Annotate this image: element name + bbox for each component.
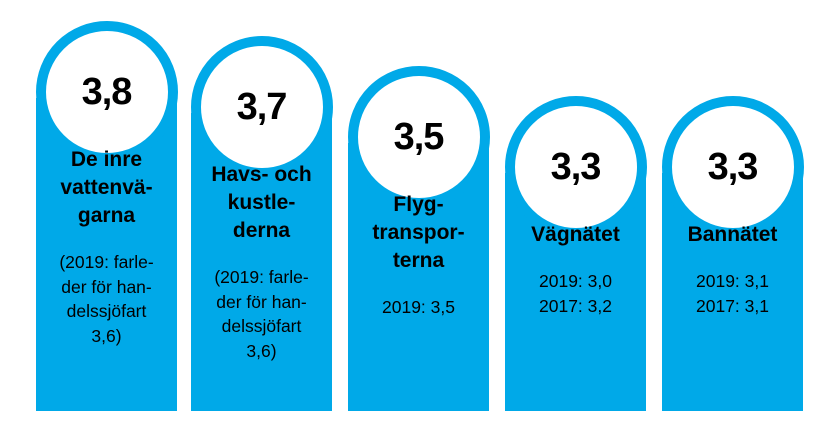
comparison-note-line: 3,6) [246, 340, 277, 361]
comparison-note-line: 2019: 3,1 [696, 271, 769, 291]
value-bubble: 3,3 [661, 96, 804, 238]
category-label-line: De inre [70, 148, 143, 171]
comparison-note: (2019: farle-der för han-delssjöfart 3,6) [191, 265, 332, 363]
comparison-note-line: delssjöfart [221, 316, 302, 336]
category-label: Havs- och kustle-derna [191, 161, 332, 245]
comparison-note: 2019: 3,0 2017: 3,2 [505, 269, 646, 318]
comparison-note-line: 2017: 3,1 [696, 295, 769, 316]
bar-column: 3,3 Vägnätet 2019: 3,0 2017: 3,2 [504, 0, 647, 411]
data-label: 3,7 [236, 85, 288, 128]
category-label-line: Vägnätet [531, 223, 620, 246]
bar-column: 3,8 De inre vattenvä-garna (2019: farle-der… [35, 0, 178, 411]
comparison-note-line: delssjöfart [66, 301, 147, 321]
value-bubble: 3,8 [35, 21, 178, 163]
category-label: Vägnätet [505, 221, 646, 249]
category-label-line: transpor- [372, 221, 465, 244]
category-label-line: Bannätet [687, 223, 778, 246]
category-label-line: garna [77, 204, 136, 227]
category-label-line: vattenvä- [60, 176, 153, 199]
data-label: 3,5 [393, 115, 445, 158]
comparison-note-line: 3,6) [91, 325, 122, 346]
data-label: 3,3 [550, 145, 602, 188]
category-label: De inre vattenvä-garna [36, 146, 177, 230]
comparison-note: (2019: farle-der för han-delssjöfart 3,6) [36, 250, 177, 348]
category-label-line: terna [392, 249, 445, 272]
category-label: Bannätet [662, 221, 803, 249]
data-label: 3,3 [707, 145, 759, 188]
value-bubble: 3,3 [504, 96, 647, 238]
comparison-note-line: der för han- [216, 291, 307, 312]
comparison-note: 2019: 3,5 [348, 295, 489, 320]
comparison-note-line: 2019: 3,5 [382, 297, 455, 317]
data-label: 3,8 [81, 70, 133, 113]
category-label-line: derna [232, 219, 291, 242]
bar-column: 3,5 Flyg-transpor-terna 2019: 3,5 [347, 0, 490, 411]
category-label-line: Flyg- [393, 193, 444, 216]
category-label-line: kustle- [227, 191, 296, 214]
bar-column: 3,3 Bannätet 2019: 3,1 2017: 3,1 [661, 0, 804, 411]
category-label-line: Havs- och [211, 163, 312, 186]
comparison-note: 2019: 3,1 2017: 3,1 [662, 269, 803, 318]
comparison-note-line: (2019: farle- [59, 252, 154, 272]
comparison-note-line: (2019: farle- [214, 267, 309, 287]
comparison-note-line: 2017: 3,2 [539, 295, 612, 316]
bar-column: 3,7 Havs- och kustle-derna (2019: farle-der… [190, 0, 333, 411]
value-bubble: 3,7 [190, 36, 333, 178]
comparison-note-line: der för han- [61, 276, 152, 297]
value-bubble: 3,5 [347, 66, 490, 208]
category-label: Flyg-transpor-terna [348, 191, 489, 275]
comparison-note-line: 2019: 3,0 [539, 271, 612, 291]
